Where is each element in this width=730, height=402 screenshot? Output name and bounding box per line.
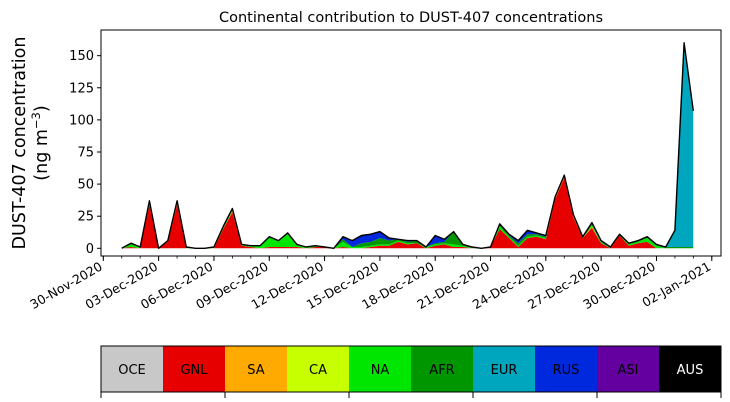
y-axis-ticks: 0 25 50 75 100 125 150 xyxy=(69,49,101,257)
colorbar-cell-gnl xyxy=(163,346,226,392)
area-ca xyxy=(121,176,694,249)
total-concentration-line xyxy=(121,42,694,249)
colorbar-cell-asi xyxy=(597,346,660,392)
colorbar-cell-sa xyxy=(225,346,288,392)
area-gnl xyxy=(121,177,694,249)
colorbar-cell-na xyxy=(349,346,412,392)
y-tick-label: 50 xyxy=(77,178,94,193)
plot-frame xyxy=(100,29,722,257)
colorbar-label-asi: ASI xyxy=(618,363,639,378)
y-axis-label-line2: (ng m−3) xyxy=(29,105,52,180)
colorbar-label-na: NA xyxy=(371,363,390,378)
colorbar-cell-ca xyxy=(287,346,350,392)
chart-title: Continental contribution to DUST-407 con… xyxy=(219,10,603,26)
colorbar-cell-afr xyxy=(411,346,474,392)
colorbar-label-afr: AFR xyxy=(429,363,454,378)
colorbar-label-oce: OCE xyxy=(118,363,146,378)
area-na xyxy=(121,176,694,249)
colorbar-cell-eur xyxy=(473,346,536,392)
colorbar-frame xyxy=(100,345,722,393)
area-rus xyxy=(121,42,694,249)
y-tick-label: 25 xyxy=(77,210,94,225)
y-axis-label: DUST-407 concentration (ng m−3) xyxy=(10,37,52,250)
colorbar-label-rus: RUS xyxy=(553,363,580,378)
colorbar-label-aus: AUS xyxy=(677,363,704,378)
area-afr xyxy=(121,175,694,249)
y-tick-label: 150 xyxy=(69,49,94,64)
area-eur xyxy=(121,42,694,249)
y-axis-label-line1: DUST-407 concentration xyxy=(10,37,30,250)
area-aus xyxy=(121,42,694,249)
colorbar-cell-oce xyxy=(101,346,164,392)
y-tick-label: 75 xyxy=(77,145,94,160)
area-sa xyxy=(121,176,694,249)
x-axis-ticks: 30-Nov-202003-Dec-202006-Dec-202009-Dec-… xyxy=(27,256,713,312)
colorbar-label-eur: EUR xyxy=(491,363,518,378)
colorbar-label-sa: SA xyxy=(247,363,264,378)
colorbar-cell-rus xyxy=(535,346,598,392)
y-tick-label: 0 xyxy=(86,242,94,257)
colorbar-cell-aus xyxy=(659,346,722,392)
y-tick-label: 125 xyxy=(69,81,94,96)
colorbar-label-ca: CA xyxy=(309,363,327,378)
stacked-areas xyxy=(121,42,694,249)
colorbar-label-gnl: GNL xyxy=(180,363,208,378)
y-tick-label: 100 xyxy=(69,113,94,128)
area-asi xyxy=(121,42,694,249)
continent-colorbar: OCE GNL SA CA NA AFR EUR RUS ASI AUS xyxy=(100,345,722,398)
